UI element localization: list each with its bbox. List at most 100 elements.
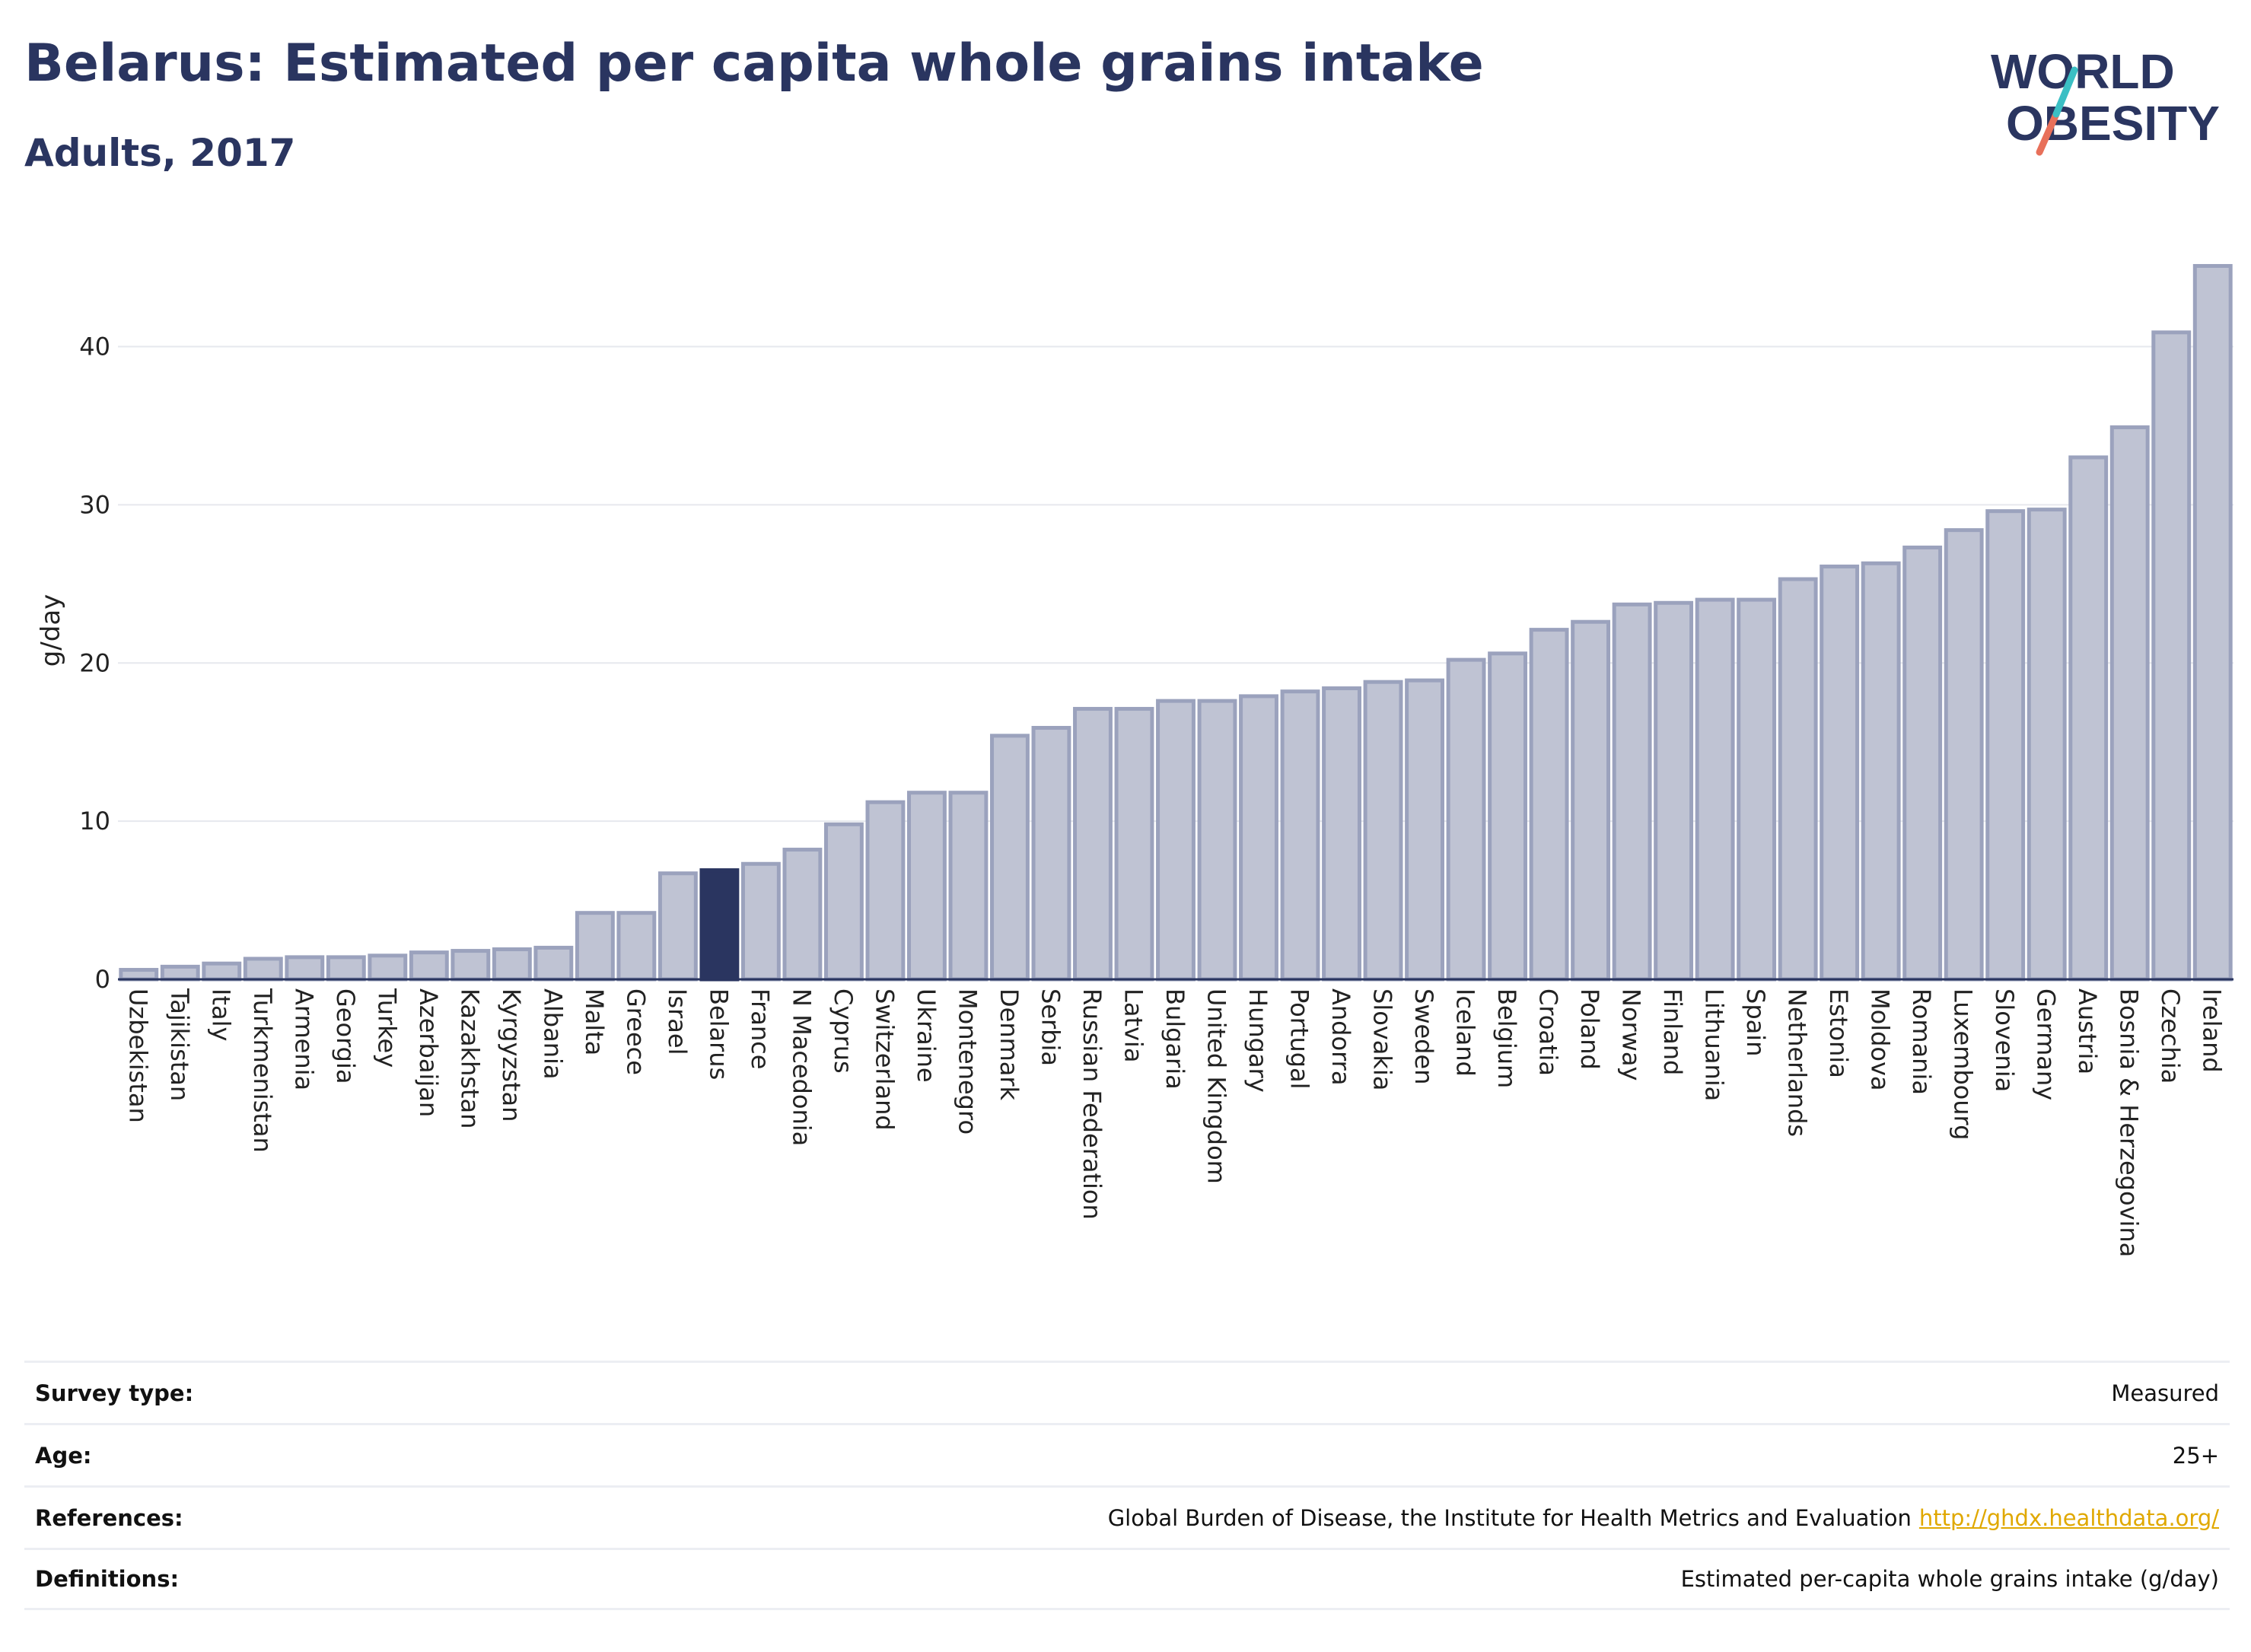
x-tick-label-ukraine: Ukraine: [912, 988, 941, 1083]
x-tick-label-bulgaria: Bulgaria: [1161, 988, 1189, 1090]
x-tick-label-andorra: Andorra: [1326, 988, 1355, 1085]
x-tick-label-israel: Israel: [663, 988, 692, 1055]
y-tick-label-40: 40: [79, 333, 110, 361]
bar-belarus: [699, 868, 740, 982]
bar-netherlands: [1778, 577, 1818, 982]
bar-moldova: [1861, 561, 1901, 982]
x-tick-label-n-macedonia: N Macedonia: [787, 988, 816, 1146]
x-tick-label-austria: Austria: [2073, 988, 2102, 1074]
references-value: Global Burden of Disease, the Institute …: [1108, 1505, 2219, 1531]
bar-kazakhstan: [451, 949, 491, 982]
x-tick-label-poland: Poland: [1575, 988, 1604, 1070]
bar-greece: [616, 911, 657, 982]
bar-latvia: [1114, 707, 1154, 982]
bar-luxembourg: [1944, 528, 1984, 982]
bar-poland: [1571, 619, 1611, 982]
x-tick-label-turkmenistan: Turkmenistan: [248, 988, 277, 1153]
age-label: Age:: [35, 1442, 92, 1469]
info-row-definitions: Definitions: Estimated per-capita whole …: [24, 1548, 2230, 1610]
x-tick-label-latvia: Latvia: [1119, 988, 1148, 1062]
bar-albania: [533, 945, 574, 982]
definitions-value: Estimated per-capita whole grains intake…: [1680, 1566, 2219, 1592]
x-tick-label-norway: Norway: [1617, 988, 1646, 1081]
bar-serbia: [1031, 725, 1071, 982]
bar-turkmenistan: [243, 957, 283, 982]
bar-iceland: [1446, 657, 1486, 982]
x-tick-label-georgia: Georgia: [331, 988, 360, 1084]
x-tick-label-azerbaijan: Azerbaijan: [414, 988, 443, 1117]
bar-slovakia: [1363, 680, 1403, 982]
x-tick-label-turkey: Turkey: [372, 988, 401, 1068]
x-tick-label-germany: Germany: [2032, 988, 2061, 1100]
bar-chart: 0 10 20 30 40 g/day Uzbekistan Tajikistan Italy T…: [36, 263, 2233, 1257]
bar-kyrgyzstan: [492, 947, 532, 982]
bar-germany: [2027, 508, 2067, 982]
bar-estonia: [1820, 564, 1860, 982]
x-tick-label-serbia: Serbia: [1036, 988, 1065, 1066]
info-row-age: Age: 25+: [24, 1423, 2230, 1485]
x-tick-label-malta: Malta: [580, 988, 609, 1055]
x-tick-label-lithuania: Lithuania: [1700, 988, 1729, 1101]
bar-czechia: [2151, 330, 2192, 982]
bar-sweden: [1405, 678, 1444, 982]
x-tick-label-hungary: Hungary: [1243, 988, 1272, 1093]
survey-type-label: Survey type:: [35, 1380, 194, 1406]
bar-ukraine: [907, 791, 947, 982]
x-tick-label-united-kingdom: United Kingdom: [1202, 988, 1231, 1184]
bar-croatia: [1529, 628, 1569, 982]
x-tick-label-belarus: Belarus: [704, 988, 733, 1080]
bar-belgium: [1488, 651, 1528, 982]
bar-portugal: [1280, 689, 1320, 982]
x-tick-label-greece: Greece: [621, 988, 650, 1075]
x-tick-label-slovenia: Slovenia: [1990, 988, 2019, 1092]
x-tick-label-estonia: Estonia: [1824, 988, 1853, 1078]
x-tick-label-belgium: Belgium: [1492, 988, 1521, 1088]
x-tick-label-ireland: Ireland: [2198, 988, 2227, 1073]
bar-hungary: [1239, 694, 1278, 982]
bar-armenia: [285, 955, 325, 982]
y-tick-label-0: 0: [95, 965, 110, 994]
x-tick-label-italy: Italy: [206, 988, 235, 1041]
x-tick-label-tajikistan: Tajikistan: [165, 988, 194, 1101]
x-tick-label-luxembourg: Luxembourg: [1949, 988, 1978, 1140]
references-text: Global Burden of Disease, the Institute …: [1107, 1504, 1912, 1531]
chart-title: Belarus: Estimated per capita whole grai…: [24, 33, 1484, 94]
bar-montenegro: [948, 791, 989, 982]
bar-bulgaria: [1156, 699, 1196, 982]
x-tick-label-romania: Romania: [1907, 988, 1936, 1095]
x-tick-label-kazakhstan: Kazakhstan: [455, 988, 484, 1128]
bar-ireland: [2192, 263, 2233, 982]
bar-n-macedonia: [782, 848, 823, 982]
bar-bosnia-herzegovina: [2109, 425, 2150, 982]
bar-denmark: [990, 734, 1030, 982]
logo-slash-red: [2036, 110, 2060, 156]
references-label: References:: [35, 1504, 183, 1531]
x-tick-label-switzerland: Switzerland: [870, 988, 899, 1131]
x-tick-label-albania: Albania: [538, 988, 567, 1079]
bar-turkey: [368, 953, 408, 982]
bar-cyprus: [823, 822, 864, 982]
bar-georgia: [326, 955, 366, 982]
bars: [119, 263, 2233, 982]
bar-azerbaijan: [409, 950, 449, 982]
x-tick-label-denmark: Denmark: [995, 988, 1024, 1101]
x-tick-label-moldova: Moldova: [1866, 988, 1895, 1091]
x-tick-label-finland: Finland: [1658, 988, 1687, 1075]
bar-israel: [657, 871, 698, 982]
bar-france: [740, 861, 781, 982]
x-tick-label-czechia: Czechia: [2156, 988, 2185, 1084]
world-obesity-logo[interactable]: WORLD OBESITY: [1986, 38, 2245, 167]
bar-spain: [1737, 597, 1777, 982]
x-tick-label-uzbekistan: Uzbekistan: [123, 988, 152, 1123]
x-tick-label-iceland: Iceland: [1451, 988, 1480, 1077]
y-axis-title: g/day: [36, 594, 66, 667]
survey-type-value: Measured: [2111, 1380, 2219, 1406]
bar-norway: [1612, 602, 1652, 982]
bar-romania: [1902, 546, 1943, 982]
bar-united-kingdom: [1197, 699, 1237, 982]
y-tick-label-10: 10: [79, 807, 110, 836]
bar-andorra: [1322, 686, 1361, 982]
bar-lithuania: [1695, 597, 1735, 982]
references-link[interactable]: http://ghdx.healthdata.org/: [1918, 1504, 2219, 1531]
age-value: 25+: [2172, 1442, 2219, 1469]
